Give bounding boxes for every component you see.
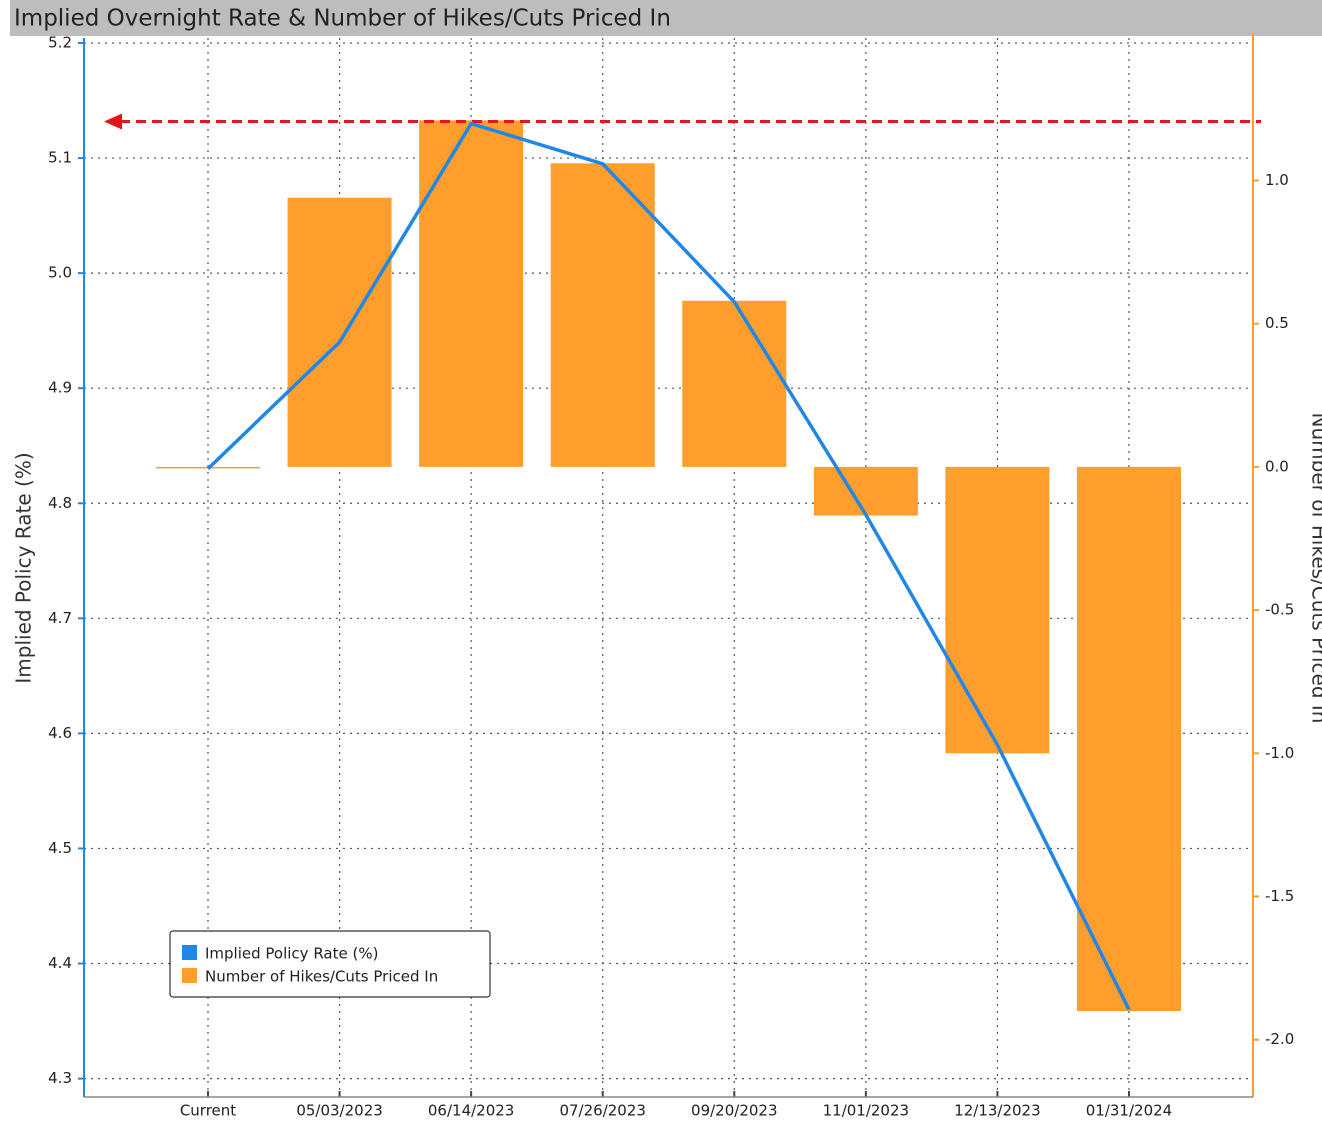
bar (419, 120, 524, 467)
y-tick-label: 4.3 (48, 1069, 72, 1087)
bar (945, 466, 1050, 754)
y2-tick-label: -2.0 (1265, 1030, 1294, 1048)
legend-label: Number of Hikes/Cuts Priced In (205, 968, 438, 986)
y2-tick-label: -1.5 (1265, 887, 1294, 905)
bar (550, 163, 655, 467)
legend-swatch (182, 945, 197, 960)
y-tick-label: 4.7 (48, 609, 72, 627)
y2-tick-label: 1.0 (1265, 171, 1289, 189)
y-tick-label: 4.4 (48, 954, 72, 972)
legend-box (169, 930, 491, 998)
y2-tick-label: -0.5 (1265, 601, 1294, 619)
y-tick-label: 4.8 (48, 494, 72, 512)
y-tick-label: 4.6 (48, 724, 72, 742)
chart-title: Implied Overnight Rate & Number of Hikes… (14, 6, 671, 32)
bar (287, 197, 392, 467)
y-tick-label: 5.2 (48, 34, 72, 52)
x-tick-label: 11/01/2023 (823, 1102, 909, 1120)
y2-axis-label: Number of Hikes/Cuts Priced In (1308, 413, 1322, 724)
bar (813, 466, 918, 516)
legend-label: Implied Policy Rate (%) (205, 945, 378, 963)
x-tick-label: 12/13/2023 (954, 1102, 1040, 1120)
y2-tick-label: 0.5 (1265, 314, 1289, 332)
line (206, 121, 1131, 1011)
y-tick-label: 5.1 (48, 149, 72, 167)
legend-swatch (182, 968, 197, 983)
x-tick-label: Current (180, 1102, 236, 1120)
y-tick-label: 4.9 (48, 379, 72, 397)
y2-tick-label: -1.0 (1265, 744, 1294, 762)
y-tick-label: 4.5 (48, 839, 72, 857)
reference-arrowhead (104, 113, 122, 130)
y-axis-label: Implied Policy Rate (%) (12, 452, 36, 683)
x-tick-label: 09/20/2023 (691, 1102, 777, 1120)
x-tick-label: 06/14/2023 (428, 1102, 514, 1120)
y2-tick-label: 0.0 (1265, 457, 1289, 475)
x-tick-label: 05/03/2023 (296, 1102, 382, 1120)
x-tick-label: 01/31/2024 (1086, 1102, 1172, 1120)
title-bar (10, 0, 1322, 36)
x-tick-label: 07/26/2023 (559, 1102, 645, 1120)
bar (682, 300, 787, 467)
bar (1076, 466, 1181, 1012)
y-tick-label: 5.0 (48, 264, 72, 282)
